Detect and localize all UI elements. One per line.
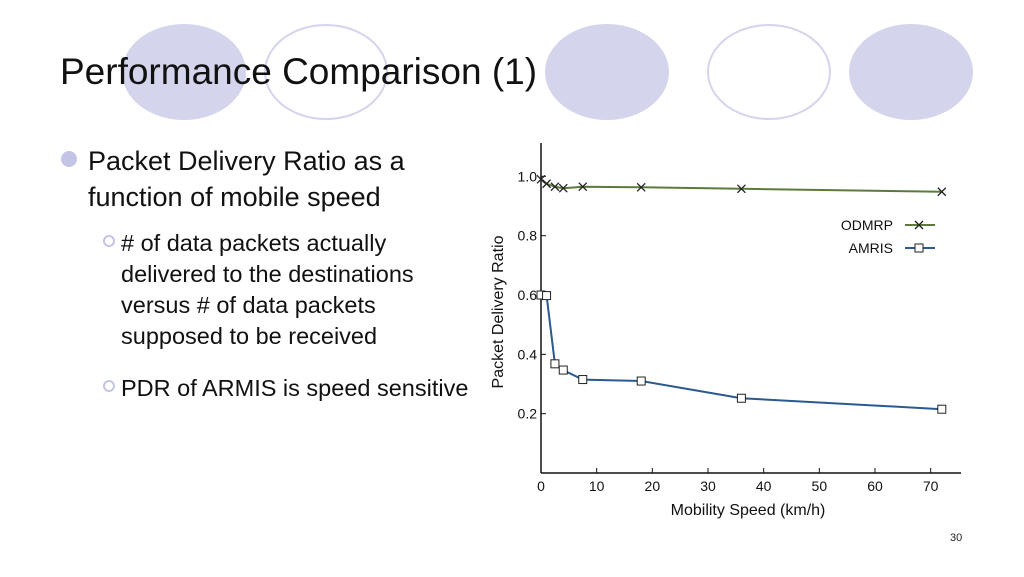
odmrp-line (540, 178, 942, 193)
odmrp-series (536, 174, 947, 197)
x-tick-label: 60 (867, 478, 883, 494)
bullet-ring-icon (103, 380, 115, 392)
legend-label-odmrp: ODMRP (841, 217, 893, 233)
legend-label-amris: AMRIS (849, 240, 893, 256)
page-number: 30 (950, 532, 963, 544)
sub-bullet: PDR of ARMIS is speed sensitive (103, 373, 483, 404)
x-tick-label: 30 (700, 478, 716, 494)
decor-circle (849, 24, 973, 120)
sub-bullet-text: PDR of ARMIS is speed sensitive (121, 375, 469, 401)
y-axis-label: Packet Delivery Ratio (490, 235, 507, 388)
odmrp-point (736, 184, 746, 194)
amris-point (558, 365, 568, 375)
bullet-dot-icon (61, 151, 77, 167)
legend-marker-amris (914, 243, 924, 253)
amris-point (578, 375, 588, 385)
amris-point (937, 404, 947, 414)
y-tick-label: 0.4 (518, 346, 538, 362)
odmrp-point (542, 179, 552, 189)
x-axis-label: Mobility Speed (km/h) (671, 502, 826, 519)
decor-circle (545, 24, 669, 120)
main-bullet-text: Packet Delivery Ratio as a function of m… (88, 146, 405, 212)
x-tick-label: 70 (923, 478, 939, 494)
odmrp-point (937, 187, 947, 197)
x-tick-label: 40 (756, 478, 772, 494)
odmrp-point (578, 182, 588, 192)
amris-series (536, 290, 947, 414)
decor-circle (264, 24, 388, 120)
x-tick-label: 20 (645, 478, 661, 494)
odmrp-point (536, 174, 546, 184)
sub-bullet: # of data packets actually delivered to … (103, 228, 483, 352)
decor-circle (707, 24, 831, 120)
odmrp-point (550, 182, 560, 192)
legend: ODMRP AMRIS (841, 217, 935, 256)
sub-bullet-text: # of data packets actually delivered to … (121, 230, 414, 349)
main-bullet: Packet Delivery Ratio as a function of m… (60, 143, 480, 215)
y-tick-label: 0.6 (518, 287, 538, 303)
x-tick-label: 50 (812, 478, 828, 494)
slide-title: Performance Comparison (1) (60, 51, 538, 92)
y-tick-label: 0.2 (518, 406, 538, 422)
amris-point (542, 291, 552, 301)
amris-point (550, 359, 560, 369)
decor-circle (122, 24, 246, 120)
legend-marker-odmrp (914, 220, 924, 230)
amris-point (636, 376, 646, 386)
x-tick-label: 10 (589, 478, 605, 494)
odmrp-point (558, 183, 568, 193)
amris-point (736, 393, 746, 403)
bullet-ring-icon (103, 235, 115, 247)
odmrp-point (636, 182, 646, 192)
y-tick-label: 1.0 (518, 168, 538, 184)
x-tick-label: 0 (537, 478, 545, 494)
amris-line (540, 294, 942, 411)
y-tick-label: 0.8 (518, 228, 538, 244)
